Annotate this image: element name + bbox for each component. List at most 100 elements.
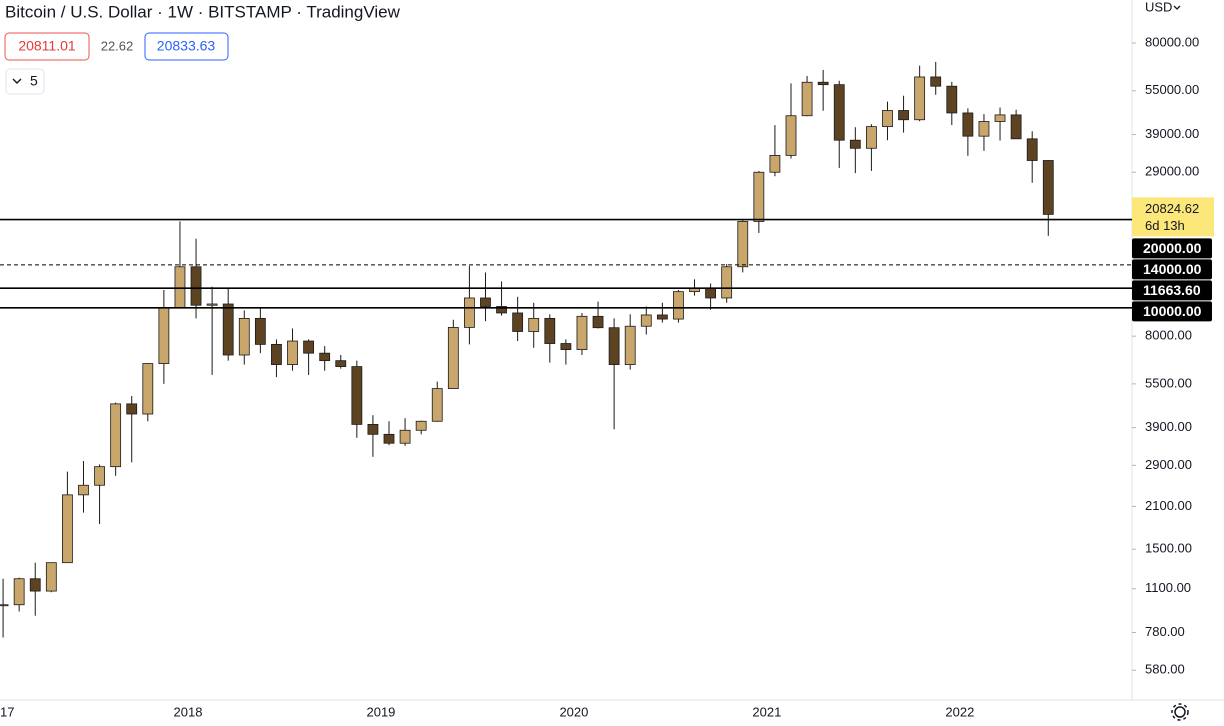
- candle-body: [351, 366, 363, 425]
- y-tick-label: 1500.00: [1145, 541, 1192, 556]
- candle-body: [705, 287, 716, 299]
- candle-body: [45, 562, 57, 592]
- price-label-box: [1132, 197, 1214, 237]
- candle-body: [62, 494, 73, 564]
- y-tick-label: 80000.00: [1145, 34, 1199, 49]
- y-tick-label: 780.00: [1145, 624, 1185, 639]
- level-label-box: [1132, 259, 1212, 280]
- candle-body: [0, 604, 9, 607]
- candle-body: [13, 578, 25, 606]
- candle-body: [367, 424, 379, 435]
- candle-body: [303, 340, 315, 354]
- candle-body: [94, 466, 105, 486]
- candle-body: [769, 154, 781, 173]
- y-tick-label: 39000.00: [1145, 126, 1199, 141]
- candle-body: [560, 343, 572, 350]
- y-tick-label: 8000.00: [1145, 328, 1192, 343]
- candle-body: [866, 126, 877, 149]
- plot-area: [0, 61, 1054, 638]
- level-label: 11663.60: [1143, 282, 1201, 298]
- candle-body: [206, 303, 218, 306]
- candle-body: [190, 266, 202, 306]
- x-tick-label: 2020: [559, 704, 588, 719]
- level-label-box: [1132, 280, 1212, 301]
- y-tick-label: 580.00: [1145, 662, 1185, 677]
- candle-body: [994, 114, 1006, 122]
- candle-body: [656, 314, 668, 320]
- y-tick-label: 1100.00: [1145, 580, 1191, 595]
- candle-body: [544, 317, 556, 344]
- level-label-box: [1132, 238, 1212, 259]
- candle-body: [29, 578, 41, 592]
- candle-body: [496, 306, 507, 314]
- candle-body: [946, 85, 958, 114]
- bid-box[interactable]: [4, 32, 90, 61]
- level-label-box: [1132, 301, 1212, 322]
- gear-teeth: [1171, 703, 1189, 721]
- candle-body: [271, 343, 282, 365]
- chevron-icon: [12, 78, 22, 84]
- candle-body: [399, 429, 411, 444]
- candle-body: [898, 110, 909, 121]
- indicator-toggle[interactable]: [5, 68, 45, 95]
- candle-body: [1042, 160, 1054, 215]
- candle-body: [978, 121, 990, 137]
- overlay: Bitcoin / U.S. Dollar · 1W · BITSTAMP · …: [4, 0, 1189, 721]
- candle-body: [624, 325, 636, 365]
- candle-body: [785, 115, 797, 156]
- candle-body: [1026, 138, 1038, 161]
- candle-body: [608, 327, 620, 365]
- candle-body: [463, 297, 475, 328]
- x-tick-label: 17: [0, 704, 14, 719]
- bid-price: 20811.01: [18, 38, 76, 54]
- candle-body: [801, 81, 813, 117]
- chart-title: Bitcoin / U.S. Dollar · 1W · BITSTAMP · …: [5, 2, 401, 21]
- candle-body: [126, 403, 138, 415]
- current-price: 20824.62: [1145, 201, 1199, 216]
- candle-body: [174, 266, 186, 309]
- indicator-count: 5: [30, 73, 38, 89]
- x-tick-label: 2022: [945, 704, 974, 719]
- candle-body: [914, 76, 926, 121]
- y-tick-label: 55000.00: [1145, 82, 1199, 97]
- candle-body: [640, 314, 652, 327]
- candle-body: [431, 388, 443, 422]
- candle-body: [480, 297, 491, 307]
- candle-body: [576, 315, 588, 350]
- candle-body: [222, 303, 234, 356]
- candle-body: [592, 315, 604, 329]
- candle-body: [142, 363, 154, 415]
- candle-body: [930, 76, 942, 87]
- candle-body: [254, 317, 266, 345]
- bar-countdown: 6d 13h: [1145, 218, 1185, 233]
- y-tick-label: 2900.00: [1145, 457, 1192, 472]
- y-tick-label: 29000.00: [1145, 164, 1199, 179]
- candle-body: [737, 221, 749, 268]
- candle-body: [335, 360, 347, 367]
- level-label: 14000.00: [1143, 261, 1202, 277]
- x-tick-label: 2021: [752, 704, 781, 719]
- candle-body: [673, 291, 684, 320]
- x-tick-label: 2018: [174, 704, 203, 719]
- y-tick-label: 5500.00: [1145, 375, 1192, 390]
- level-label: 20000.00: [1143, 240, 1202, 256]
- currency-chevron: [1173, 5, 1181, 10]
- candle-body: [817, 81, 829, 86]
- candle-body: [512, 312, 524, 332]
- candle-body: [415, 420, 427, 431]
- candle-body: [319, 352, 331, 362]
- currency-label[interactable]: USD: [1145, 0, 1172, 14]
- candle-body: [78, 484, 89, 496]
- settings-icon[interactable]: [1171, 703, 1189, 721]
- candle-body: [158, 307, 170, 364]
- candle-body: [447, 327, 459, 389]
- candle-body: [287, 340, 298, 365]
- candle-body: [849, 139, 861, 149]
- candle-body: [1010, 114, 1022, 140]
- y-tick-label: 3900.00: [1145, 419, 1192, 434]
- candle-body: [528, 317, 540, 332]
- candle-body: [882, 110, 893, 128]
- level-label: 10000.00: [1143, 303, 1202, 319]
- spread: 22.62: [101, 38, 134, 53]
- ask-box[interactable]: [144, 32, 229, 61]
